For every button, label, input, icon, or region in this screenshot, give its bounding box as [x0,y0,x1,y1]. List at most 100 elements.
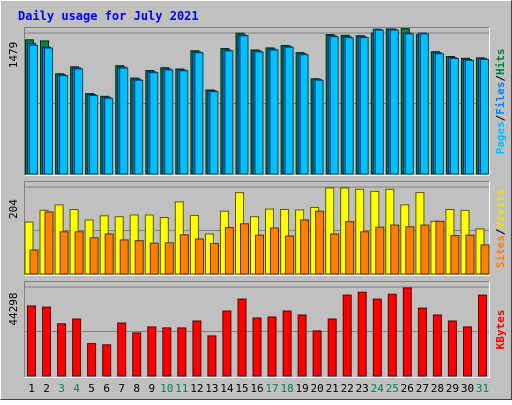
x-tick-label-day-24: 24 [371,382,385,395]
x-tick-label-day-31: 31 [476,382,489,395]
x-tick-label-day-20: 20 [310,382,323,395]
bar-sites-day-1 [29,249,39,275]
bar-sites-day-27 [420,224,430,275]
bar-kbytes-day-6 [102,344,112,377]
x-tick-label-day-4: 4 [73,382,80,395]
bar-sites-day-22 [345,221,355,275]
series-kbytes [27,287,487,377]
bar-pages-day-5 [89,94,99,175]
bar-pages-day-2 [44,47,53,175]
x-tick-label-day-9: 9 [148,382,155,395]
bar-kbytes-day-23 [357,291,367,377]
series-visits [24,187,485,275]
bar-pages-day-26 [404,33,414,175]
bar-pages-day-13 [209,91,219,175]
bar-sites-day-12 [194,238,204,275]
x-tick-label-day-12: 12 [190,382,203,395]
bar-sites-day-26 [405,226,415,275]
bar-pages-day-25 [389,29,399,175]
x-axis-day-labels: 1 2 3 4 5 6 7 8 9 10 11 12 13 14 15 16 17 18 19 20 21 22 23 24 2… [28,382,489,395]
bar-pages-day-22 [344,37,354,175]
x-tick-label-day-8: 8 [133,382,140,395]
legend-entry: Sites [494,235,507,268]
bar-pages-day-30 [465,59,474,175]
bar-pages-day-16 [254,51,264,175]
bar-sites-day-4 [74,231,84,275]
x-tick-label-day-25: 25 [386,382,399,395]
bar-kbytes-day-21 [327,318,337,377]
bar-sites-day-24 [375,226,385,275]
bar-pages-day-21 [329,36,339,175]
x-tick-label-day-23: 23 [356,382,369,395]
bar-pages-day-1 [29,44,38,175]
bar-kbytes-day-9 [147,326,157,377]
x-tick-label-day-3: 3 [58,382,65,395]
bar-sites-day-13 [209,243,219,275]
bar-kbytes-day-11 [177,327,187,377]
bar-visits-day-21 [325,187,335,275]
bar-sites-day-9 [149,242,159,275]
bar-sites-day-17 [270,227,279,275]
bar-sites-day-21 [330,233,340,275]
bar-kbytes-day-22 [342,294,352,377]
bar-kbytes-day-2 [42,306,51,377]
chart-title: Daily usage for July 2021 [18,9,199,23]
x-tick-label-day-13: 13 [205,382,218,395]
bar-kbytes-day-25 [387,293,397,377]
bar-sites-day-25 [390,224,400,275]
bar-pages-day-3 [59,75,69,175]
bar-sites-day-20 [315,210,325,275]
bar-pages-day-12 [194,52,204,175]
x-tick-label-day-18: 18 [280,382,293,395]
bar-pages-day-17 [269,49,279,175]
x-tick-label-day-6: 6 [103,382,110,395]
bar-kbytes-day-17 [267,316,277,377]
y-tick-label: 204 [7,199,20,219]
bar-pages-day-19 [299,54,309,175]
bar-sites-day-29 [450,235,460,275]
series-sites [29,210,490,275]
legend-entry: Hits [494,49,507,76]
legend-entry: Visits [494,189,507,229]
bar-sites-day-8 [134,240,144,275]
bar-pages-day-15 [239,35,249,175]
bar-sites-day-30 [465,234,475,275]
x-tick-label-day-26: 26 [401,382,414,395]
x-tick-label-day-14: 14 [220,382,234,395]
bar-pages-day-6 [104,97,114,175]
x-tick-label-day-10: 10 [160,382,173,395]
series-pages [29,29,489,175]
bar-kbytes-day-29 [447,320,457,377]
bar-pages-day-31 [480,59,489,175]
bar-kbytes-day-16 [252,317,262,377]
bar-pages-day-27 [419,33,429,175]
bar-kbytes-day-10 [162,327,172,377]
x-tick-label-day-28: 28 [431,382,444,395]
bar-sites-day-10 [164,242,174,275]
bar-sites-day-5 [89,237,99,275]
x-tick-label-day-21: 21 [326,382,339,395]
x-tick-label-day-15: 15 [235,382,248,395]
x-tick-label-day-11: 11 [175,382,188,395]
bar-pages-day-24 [374,29,384,175]
bar-kbytes-day-18 [282,310,292,377]
bar-sites-day-18 [285,235,295,275]
bar-kbytes-day-4 [72,318,82,377]
bar-sites-day-23 [360,231,370,275]
bar-sites-day-28 [435,220,445,275]
bar-kbytes-day-8 [132,332,142,377]
bar-sites-day-14 [224,227,234,275]
bar-sites-day-2 [44,211,54,275]
x-tick-label-day-5: 5 [88,382,95,395]
bar-sites-day-15 [240,223,249,275]
bar-kbytes-day-12 [192,320,202,377]
x-tick-label-day-17: 17 [265,382,278,395]
bar-sites-day-16 [255,234,264,275]
bar-kbytes-day-26 [402,287,412,377]
y-tick-label: 1479 [7,42,20,69]
bar-kbytes-day-20 [312,330,322,377]
bar-kbytes-day-24 [372,298,382,377]
bar-pages-day-10 [164,69,174,175]
